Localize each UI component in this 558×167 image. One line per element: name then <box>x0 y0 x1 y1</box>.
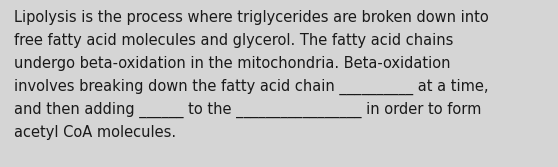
Text: undergo beta-oxidation in the mitochondria. Beta-oxidation: undergo beta-oxidation in the mitochondr… <box>14 56 450 71</box>
Text: and then adding ______ to the _________________ in order to form: and then adding ______ to the __________… <box>14 102 482 118</box>
Text: acetyl CoA molecules.: acetyl CoA molecules. <box>14 125 176 140</box>
Text: Lipolysis is the process where triglycerides are broken down into: Lipolysis is the process where triglycer… <box>14 10 489 25</box>
Text: involves breaking down the fatty acid chain __________ at a time,: involves breaking down the fatty acid ch… <box>14 79 488 95</box>
Text: free fatty acid molecules and glycerol. The fatty acid chains: free fatty acid molecules and glycerol. … <box>14 33 453 48</box>
